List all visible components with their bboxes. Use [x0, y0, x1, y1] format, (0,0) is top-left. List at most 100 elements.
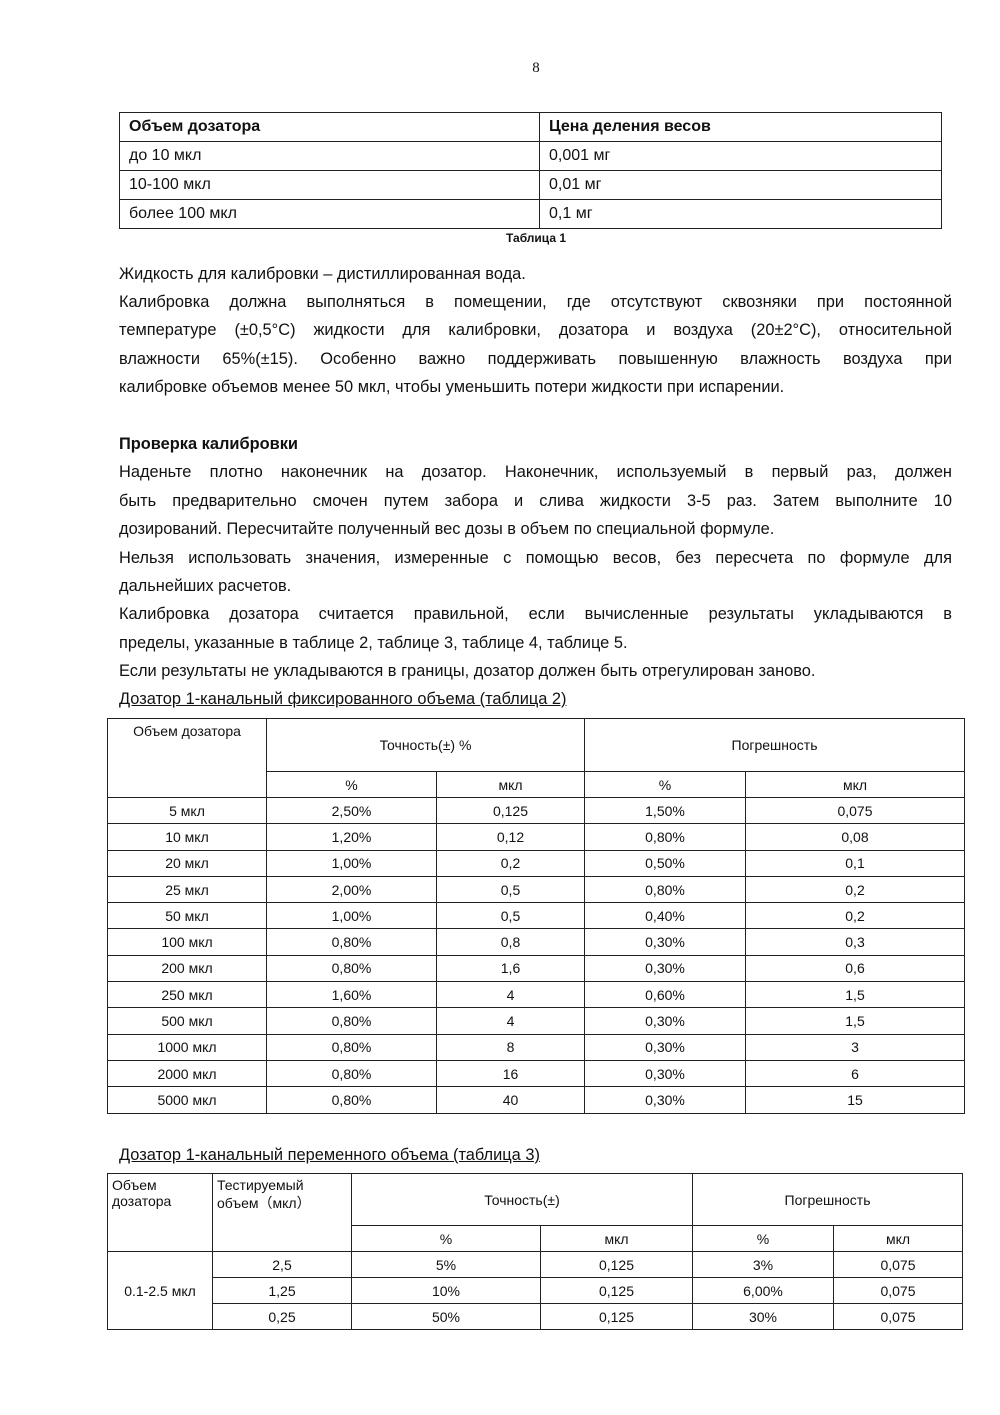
- cell: 0,2: [745, 875, 965, 904]
- subheader-cell: мкл: [833, 1225, 963, 1252]
- header-cell: Погрешность: [692, 1173, 963, 1226]
- table-subheader-row: % мкл % мкл: [108, 771, 965, 798]
- cell: 0,30%: [584, 1033, 746, 1061]
- cell: 0,50%: [584, 849, 746, 877]
- cell: 0,125: [540, 1251, 693, 1278]
- cell: до 10 мкл: [119, 141, 540, 171]
- table-row: 5 мкл 2,50% 0,125 1,50% 0,075: [107, 796, 965, 825]
- cell: 0,1: [745, 849, 965, 877]
- cell: более 100 мкл: [119, 199, 540, 229]
- cell: 0,30%: [584, 954, 746, 983]
- table-row: 0.1-2.5 мкл 2,5 5% 0,125 3% 0,075: [107, 1251, 963, 1330]
- table-1: Объем дозатора Цена деления весов до 10 …: [119, 112, 942, 229]
- subheader-cell: мкл: [540, 1225, 693, 1252]
- cell: 0,6: [745, 954, 965, 983]
- cell: 40: [436, 1086, 585, 1114]
- cell: 0,80%: [266, 1007, 437, 1035]
- text-line: Нельзя использовать значения, измеренные…: [119, 549, 952, 567]
- cell: 0,075: [745, 796, 965, 825]
- text-line: дальнейших расчетов.: [119, 577, 292, 595]
- cell: 1,5: [745, 981, 965, 1009]
- cell: 10 мкл: [107, 823, 267, 851]
- table-3: Объем дозатора Тестируемый объем（мкл） То…: [107, 1173, 963, 1330]
- table-row: 1000 мкл 0,80% 8 0,30% 3: [107, 1033, 965, 1061]
- cell: 1,6: [436, 954, 585, 983]
- header-cell: Точность(±): [351, 1173, 693, 1226]
- table-row: 200 мкл 0,80% 1,6 0,30% 0,6: [107, 954, 965, 983]
- cell: 0,80%: [266, 1033, 437, 1061]
- cell: 0,30%: [584, 1059, 746, 1088]
- cell: 8: [436, 1033, 585, 1061]
- subheader-cell: мкл: [436, 771, 585, 798]
- cell: 50%: [351, 1303, 541, 1330]
- cell: 0,125: [436, 796, 585, 825]
- cell: 0,30%: [584, 928, 746, 956]
- table-3-caption: Дозатор 1-канальный переменного объема (…: [119, 1146, 540, 1164]
- text-line: пределы, указанные в таблице 2, таблице …: [119, 634, 628, 652]
- cell: 1,00%: [266, 902, 437, 930]
- table-row: более 100 мкл 0,1 мг: [119, 199, 942, 229]
- cell: 0,001 мг: [539, 141, 942, 171]
- cell: 0,3: [745, 928, 965, 956]
- cell: 15: [745, 1086, 965, 1114]
- section-heading: Проверка калибровки: [119, 435, 298, 453]
- table-row: 10 мкл 1,20% 0,12 0,80% 0,08: [107, 823, 965, 851]
- cell: 50 мкл: [107, 902, 267, 930]
- text-line: Если результаты не укладываются в границ…: [119, 662, 816, 680]
- cell: 0,30%: [584, 1007, 746, 1035]
- header-cell: Объем дозатора: [107, 1173, 213, 1252]
- text-line: калибровке объемов менее 50 мкл, чтобы у…: [119, 378, 785, 396]
- table-row: 50 мкл 1,00% 0,5 0,40% 0,2: [107, 902, 965, 930]
- cell: 1,50%: [584, 796, 746, 825]
- cell: 0,125: [540, 1277, 693, 1304]
- cell: 0,80%: [266, 1059, 437, 1088]
- text-line: быть предварительно смочен путем забора …: [119, 492, 952, 510]
- cell: 200 мкл: [107, 954, 267, 983]
- text-line: температуре (±0,5°С) жидкости для калибр…: [119, 321, 952, 339]
- subheader-cell: %: [584, 771, 746, 798]
- cell: 20 мкл: [107, 849, 267, 877]
- table-row: 25 мкл 2,00% 0,5 0,80% 0,2: [107, 875, 965, 904]
- cell: 0,12: [436, 823, 585, 851]
- text-line: Наденьте плотно наконечник на дозатор. Н…: [119, 463, 952, 481]
- table-1-caption: Таблица 1: [505, 231, 567, 245]
- table-row: 10-100 мкл 0,01 мг: [119, 170, 942, 200]
- table-2: Объем дозатора Точность(±) % Погрешность…: [107, 718, 965, 1114]
- cell: 6: [745, 1059, 965, 1088]
- cell: 0,8: [436, 928, 585, 956]
- text-line: влажности 65%(±15). Особенно важно подде…: [119, 350, 952, 368]
- header-cell: Объем дозатора: [107, 718, 267, 798]
- subheader-cell: %: [351, 1225, 541, 1252]
- cell: 25 мкл: [107, 875, 267, 904]
- cell: 0,30%: [584, 1086, 746, 1114]
- header-cell: Цена деления весов: [539, 112, 942, 142]
- cell: 0,80%: [584, 823, 746, 851]
- table-row: до 10 мкл 0,001 мг: [119, 141, 942, 171]
- table-row: 100 мкл 0,80% 0,8 0,30% 0,3: [107, 928, 965, 956]
- cell: 3: [745, 1033, 965, 1061]
- header-cell: Тестируемый объем（мкл）: [212, 1173, 352, 1252]
- subheader-cell: мкл: [745, 771, 965, 798]
- cell: 0,25: [212, 1303, 352, 1330]
- cell: 5000 мкл: [107, 1086, 267, 1114]
- cell: 0,60%: [584, 981, 746, 1009]
- page-number: 8: [532, 60, 540, 76]
- cell: 0,125: [540, 1303, 693, 1330]
- cell: 16: [436, 1059, 585, 1088]
- table-header-row: Объем дозатора Цена деления весов: [119, 112, 942, 142]
- text-line: Калибровка дозатора считается правильной…: [119, 605, 952, 623]
- cell: 0,1 мг: [539, 199, 942, 229]
- cell: 2,50%: [266, 796, 437, 825]
- cell: 4: [436, 1007, 585, 1035]
- table-2-caption: Дозатор 1-канальный фиксированного объем…: [119, 690, 567, 708]
- text-line: Калибровка должна выполняться в помещени…: [119, 293, 952, 311]
- cell: 6,00%: [692, 1277, 834, 1304]
- cell: 0,075: [833, 1277, 963, 1304]
- cell: 0,08: [745, 823, 965, 851]
- cell: 0,5: [436, 875, 585, 904]
- cell: 4: [436, 981, 585, 1009]
- cell: 0,80%: [266, 928, 437, 956]
- cell: 2,00%: [266, 875, 437, 904]
- text-line: дозирований. Пересчитайте полученный вес…: [119, 520, 775, 538]
- cell: 0,01 мг: [539, 170, 942, 200]
